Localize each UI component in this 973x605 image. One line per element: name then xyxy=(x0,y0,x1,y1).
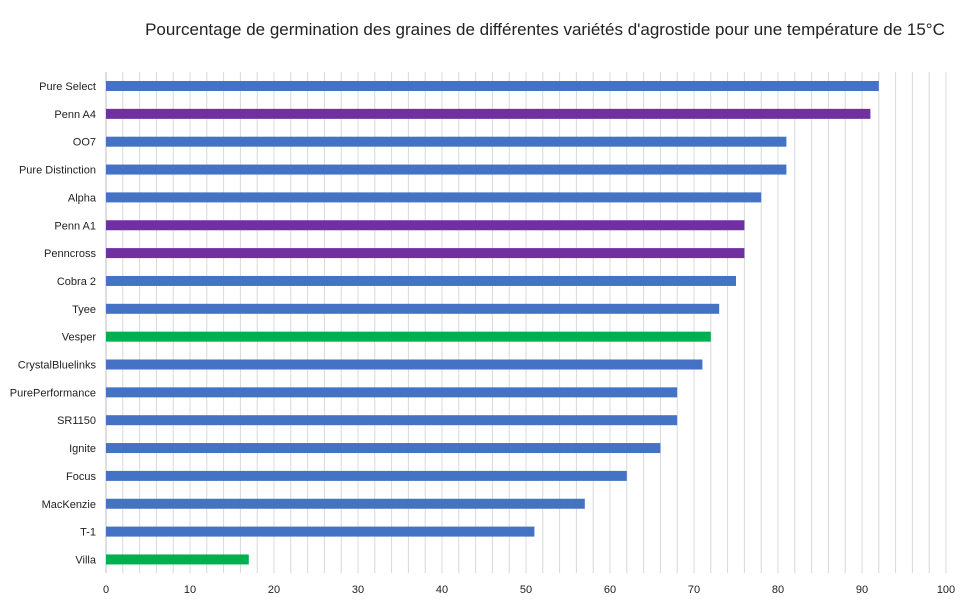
category-label-pure-distinction: Pure Distinction xyxy=(19,165,96,177)
bar-penn-a1 xyxy=(106,220,745,231)
grid xyxy=(105,72,947,573)
category-label-ignite: Ignite xyxy=(69,443,96,455)
x-tick-label-100: 100 xyxy=(937,584,955,596)
bar-penncross xyxy=(106,248,745,259)
bar-t-1 xyxy=(106,526,535,537)
category-label-vesper: Vesper xyxy=(62,332,97,344)
bar-penn-a4 xyxy=(106,108,871,119)
bar-ignite xyxy=(106,443,661,454)
x-tick-label-0: 0 xyxy=(103,584,109,596)
x-tick-label-60: 60 xyxy=(604,584,616,596)
category-label-oo7: OO7 xyxy=(73,137,96,149)
bar-pure-distinction xyxy=(106,164,787,175)
category-label-sr1150: SR1150 xyxy=(57,415,96,427)
bar-focus xyxy=(106,470,627,481)
x-tick-label-40: 40 xyxy=(436,584,448,596)
x-tick-label-70: 70 xyxy=(688,584,700,596)
bar-tyee xyxy=(106,303,720,314)
x-tick-label-20: 20 xyxy=(268,584,280,596)
category-label-penn-a4: Penn A4 xyxy=(54,109,96,121)
category-label-t-1: T-1 xyxy=(80,527,96,539)
bar-cobra-2 xyxy=(106,275,736,286)
bar-villa xyxy=(106,554,249,565)
category-label-focus: Focus xyxy=(66,471,96,483)
x-tick-label-10: 10 xyxy=(184,584,196,596)
category-label-penncross: Penncross xyxy=(44,248,96,260)
bar-crystalbluelinks xyxy=(106,359,703,370)
x-tick-label-30: 30 xyxy=(352,584,364,596)
bar-oo7 xyxy=(106,136,787,147)
x-tick-label-50: 50 xyxy=(520,584,532,596)
bar-vesper xyxy=(106,331,711,342)
bars xyxy=(106,81,879,565)
category-label-pureperformance: PurePerformance xyxy=(10,387,96,399)
category-label-tyee: Tyee xyxy=(72,304,96,316)
category-label-villa: Villa xyxy=(75,554,96,566)
category-label-crystalbluelinks: CrystalBluelinks xyxy=(18,360,97,372)
x-tick-label-90: 90 xyxy=(856,584,868,596)
bar-alpha xyxy=(106,192,762,203)
x-tick-label-80: 80 xyxy=(772,584,784,596)
bar-sr1150 xyxy=(106,415,678,426)
bar-pure-select xyxy=(106,81,879,91)
category-labels: Pure Select Penn A4 OO7 Pure Distinction Alp… xyxy=(10,81,97,566)
category-label-cobra-2: Cobra 2 xyxy=(57,276,96,288)
category-label-mackenzie: MacKenzie xyxy=(42,499,96,511)
x-axis-ticks: 0 10 20 30 40 50 60 70 80 90 100 xyxy=(103,584,955,596)
chart-title: Pourcentage de germination des graines d… xyxy=(145,20,945,39)
category-label-pure-select: Pure Select xyxy=(39,81,96,93)
bar-pureperformance xyxy=(106,387,678,398)
category-label-penn-a1: Penn A1 xyxy=(54,220,96,232)
bar-mackenzie xyxy=(106,498,585,509)
category-label-alpha: Alpha xyxy=(68,192,97,204)
